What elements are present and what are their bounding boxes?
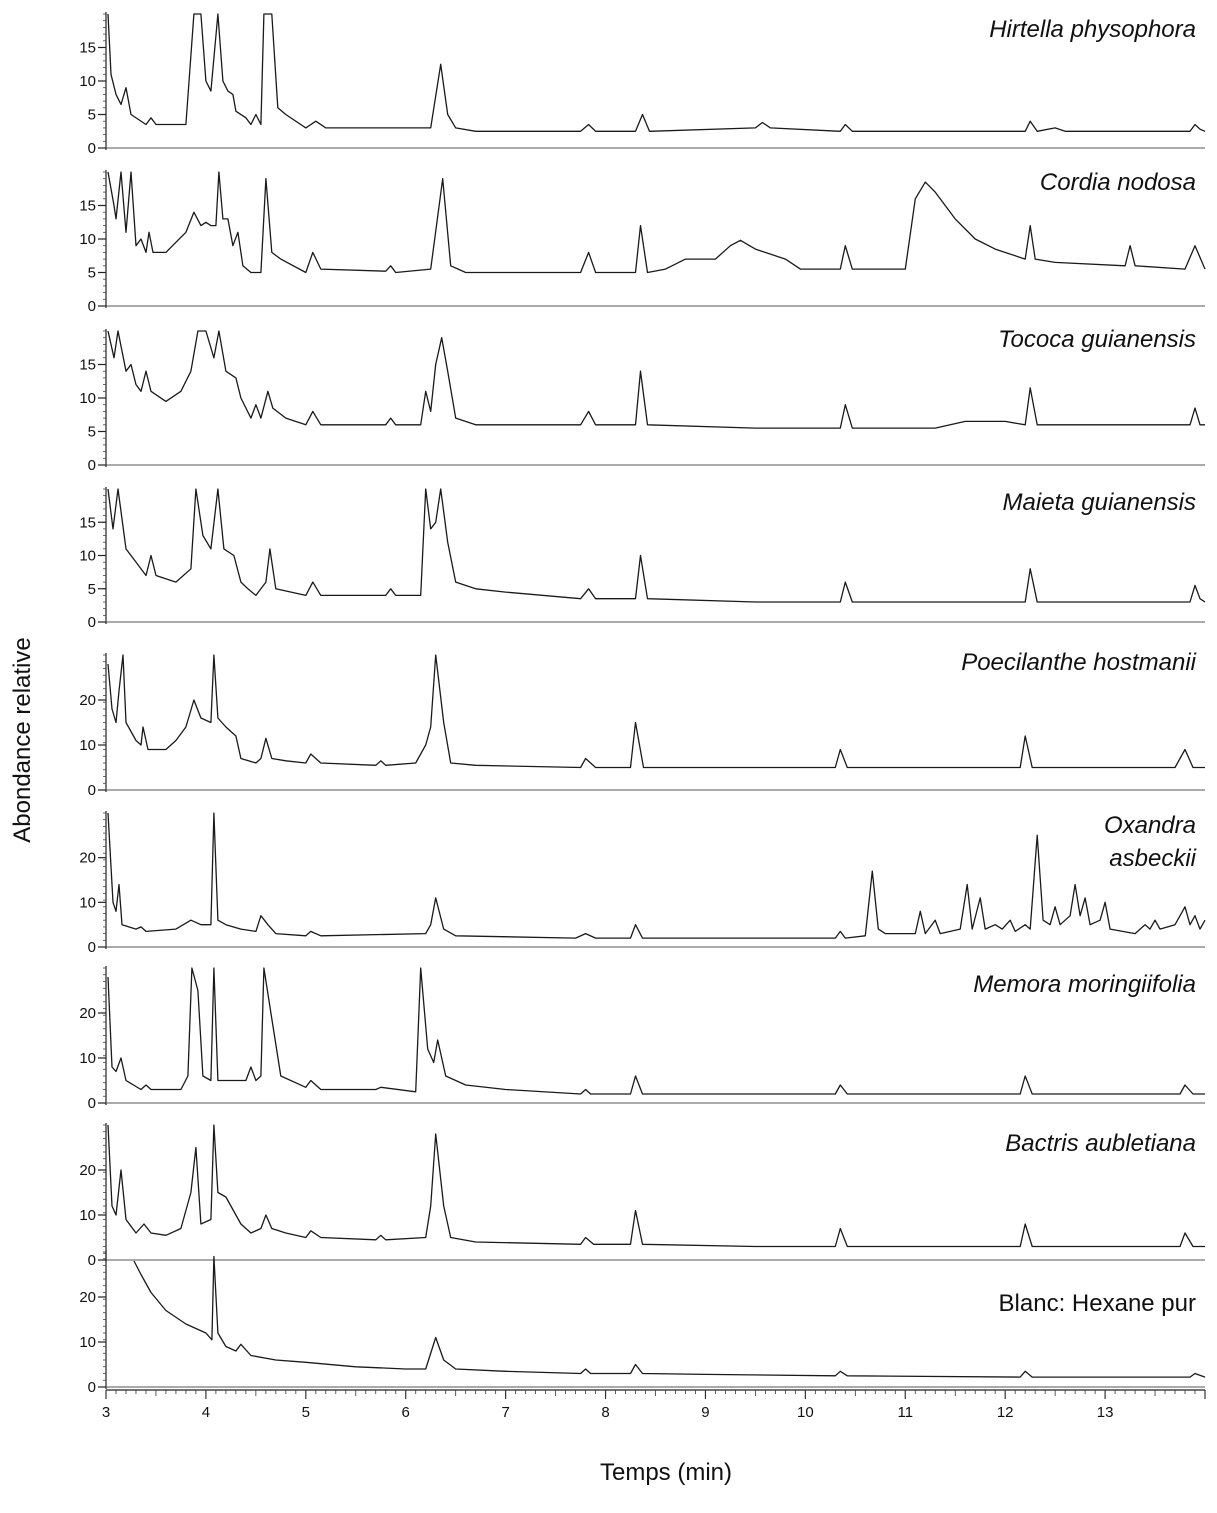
x-tick-label: 5 xyxy=(302,1404,310,1421)
y-tick-label: 0 xyxy=(88,140,96,157)
y-tick-label: 5 xyxy=(88,424,96,441)
y-tick-label: 0 xyxy=(88,457,96,474)
x-axis-title: Temps (min) xyxy=(600,1459,732,1486)
y-tick-label: 20 xyxy=(79,1162,96,1179)
x-tick-label: 11 xyxy=(897,1404,913,1421)
y-tick-label: 20 xyxy=(79,850,96,867)
y-tick-label: 10 xyxy=(79,737,96,754)
y-tick-label: 10 xyxy=(79,73,96,90)
y-tick-label: 0 xyxy=(88,1379,96,1396)
chromatogram-trace xyxy=(107,1124,1205,1248)
y-tick-label: 5 xyxy=(88,107,96,124)
chromatogram-trace xyxy=(107,171,1206,274)
panel: 0 5 10 15 Maieta guianensis xyxy=(79,487,1206,631)
x-tick-label: 6 xyxy=(402,1404,410,1421)
panel: 0 10 20 Bactris aubletiana xyxy=(79,1123,1205,1269)
species-label: Poecilanthe hostmanii xyxy=(961,649,1196,676)
y-tick-label: 10 xyxy=(79,231,96,248)
x-tick-label: 9 xyxy=(701,1404,709,1421)
chromatogram-trace xyxy=(107,812,1206,939)
y-tick-label: 0 xyxy=(88,939,96,956)
panel: 0 10 20 Memora moringiifolia xyxy=(79,966,1205,1112)
species-label: Hirtella physophora xyxy=(989,16,1196,43)
y-tick-label: 20 xyxy=(79,692,96,709)
chromatogram-trace xyxy=(107,13,1206,132)
species-label: Tococa guianensis xyxy=(998,326,1196,353)
panel: 0 10 20 Poecilanthe hostmanii xyxy=(79,649,1205,799)
y-tick-label: 10 xyxy=(79,1207,96,1224)
y-tick-label: 15 xyxy=(79,357,96,374)
y-tick-label: 5 xyxy=(88,581,96,598)
y-tick-label: 0 xyxy=(88,298,96,315)
x-tick-label: 12 xyxy=(997,1404,1014,1421)
y-tick-label: 10 xyxy=(79,548,96,565)
panel: 0 10 20 Oxandra asbeckii xyxy=(79,811,1206,956)
y-tick-label: 5 xyxy=(88,265,96,282)
y-tick-label: 10 xyxy=(79,1050,96,1067)
y-tick-label: 0 xyxy=(88,782,96,799)
y-tick-label: 0 xyxy=(88,1095,96,1112)
species-label: Blanc: Hexane pur xyxy=(999,1290,1196,1317)
chromatogram-trace xyxy=(107,967,1205,1095)
x-tick-label: 8 xyxy=(601,1404,609,1421)
chromatogram-trace xyxy=(107,654,1205,769)
chromatogram-trace xyxy=(107,488,1206,603)
y-tick-label: 10 xyxy=(79,894,96,911)
panel: 0 5 10 15 Tococa guianensis xyxy=(79,326,1205,474)
y-tick-label: 10 xyxy=(79,390,96,407)
species-label: Cordia nodosa xyxy=(1040,169,1196,196)
panel: 0 10 20 Blanc: Hexane pur xyxy=(79,1250,1206,1396)
x-tick-label: 4 xyxy=(202,1404,210,1421)
x-tick-label: 3 xyxy=(102,1404,110,1421)
chromatogram-trace xyxy=(133,1255,1206,1378)
y-tick-label: 15 xyxy=(79,40,96,57)
x-tick-label: 7 xyxy=(501,1404,509,1421)
x-tick-label: 13 xyxy=(1097,1404,1114,1421)
y-tick-label: 20 xyxy=(79,1005,96,1022)
x-tick-label: 10 xyxy=(797,1404,814,1421)
species-label: Maieta guianensis xyxy=(1003,489,1196,516)
y-tick-label: 20 xyxy=(79,1289,96,1306)
chromatogram-trace xyxy=(107,330,1205,429)
y-tick-label: 0 xyxy=(88,1252,96,1269)
panel: 0 5 10 15 Hirtella physophora xyxy=(79,12,1206,157)
species-label: asbeckii xyxy=(1109,845,1196,872)
species-label: Oxandra xyxy=(1104,812,1196,839)
species-label: Bactris aubletiana xyxy=(1005,1130,1196,1157)
chromatogram-panels: 0 5 10 15 Hirtella physophora 0 5 10 15 Cordia no… xyxy=(79,12,1206,1396)
y-axis-title: Abondance relative xyxy=(9,637,36,842)
y-tick-label: 0 xyxy=(88,614,96,631)
panel: 0 5 10 15 Cordia nodosa xyxy=(79,169,1206,315)
species-label: Memora moringiifolia xyxy=(973,971,1196,998)
y-tick-label: 15 xyxy=(79,198,96,215)
x-axis: 3 4 5 6 7 8 9 10 11 12 13 xyxy=(102,1389,1206,1421)
y-tick-label: 10 xyxy=(79,1334,96,1351)
y-tick-label: 15 xyxy=(79,514,96,531)
